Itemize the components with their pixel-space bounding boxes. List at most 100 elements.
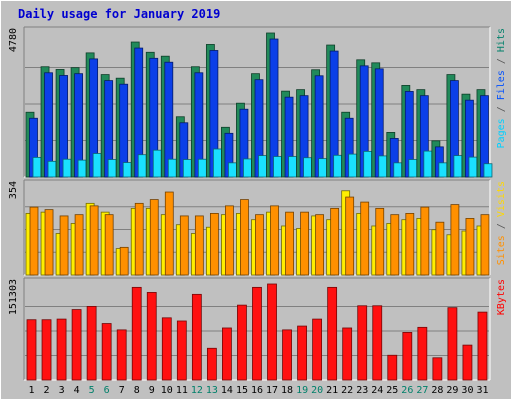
x-tick-label-day-5: 5 (89, 385, 95, 396)
bar-sites-day-6 (104, 214, 114, 276)
bar-kbytes-day-29 (447, 307, 458, 381)
bar-kbytes-day-22 (342, 327, 353, 381)
bar-kbytes-day-27 (417, 326, 428, 381)
bar-sites-day-13 (209, 213, 219, 276)
bar-sites-day-26 (405, 213, 415, 276)
bar-kbytes-day-15 (237, 304, 247, 381)
x-tick-label-day-14: 14 (221, 385, 233, 396)
bar-kbytes-day-13 (206, 347, 217, 381)
bar-kbytes-day-17 (267, 283, 277, 381)
x-tick-label-day-24: 24 (371, 385, 383, 396)
bar-sites-day-30 (465, 218, 475, 276)
x-tick-label-day-20: 20 (311, 385, 323, 396)
x-tick-label-day-10: 10 (161, 385, 173, 396)
page-title: Daily usage for January 2019 (18, 7, 221, 21)
bar-sites-day-24 (375, 207, 385, 276)
bar-kbytes-day-18 (282, 329, 292, 381)
bar-kbytes-day-19 (297, 325, 307, 381)
bar-kbytes-day-28 (432, 357, 443, 381)
legend-entry: / (496, 52, 507, 70)
bar-pages-day-3 (62, 158, 72, 178)
bar-pages-day-1 (32, 157, 42, 178)
bar-kbytes-day-2 (41, 319, 52, 381)
bar-pages-day-2 (47, 160, 57, 178)
bar-sites-day-17 (270, 205, 279, 276)
bar-pages-day-12 (197, 158, 207, 178)
bar-pages-day-29 (453, 155, 463, 178)
series-legend: Pages / Files / Hits (496, 28, 507, 148)
bar-sites-day-7 (119, 246, 129, 276)
x-tick-label-day-16: 16 (251, 385, 263, 396)
legend-entry: Visits (496, 181, 507, 217)
bar-sites-day-25 (390, 214, 400, 276)
bar-sites-day-31 (480, 214, 490, 276)
x-tick-label-day-9: 9 (149, 385, 155, 396)
bar-sites-day-9 (149, 199, 159, 276)
bar-pages-day-28 (438, 162, 448, 178)
bar-pages-day-15 (243, 158, 252, 178)
x-tick-label-day-11: 11 (176, 385, 188, 396)
x-tick-label-day-21: 21 (326, 385, 338, 396)
panel-1: 4780 Pages / Files / Hits (8, 26, 507, 178)
x-tick-label-day-28: 28 (431, 385, 443, 396)
series-legend: Sites / Visits (496, 181, 507, 265)
bar-sites-day-10 (164, 191, 174, 276)
x-tick-label-day-18: 18 (281, 385, 293, 396)
bar-kbytes-day-31 (477, 311, 488, 381)
bar-sites-day-21 (330, 207, 340, 276)
bar-sites-day-4 (74, 214, 84, 276)
bar-kbytes-day-14 (222, 327, 232, 381)
bar-sites-day-8 (134, 202, 144, 276)
bar-pages-day-17 (273, 156, 282, 178)
bar-sites-day-18 (285, 211, 294, 276)
bar-sites-day-5 (89, 205, 99, 276)
bar-pages-day-18 (288, 156, 297, 178)
bar-pages-day-30 (468, 156, 478, 178)
bar-pages-day-26 (408, 159, 418, 178)
bar-pages-day-31 (483, 163, 493, 178)
legend-entry: Files (496, 70, 507, 100)
x-tick-label-day-4: 4 (74, 385, 80, 396)
bar-kbytes-day-24 (372, 305, 383, 381)
bar-sites-day-14 (225, 205, 234, 276)
x-tick-label-day-31: 31 (476, 385, 488, 396)
bar-pages-day-8 (137, 154, 147, 178)
legend-entry: Sites (496, 235, 507, 265)
bar-kbytes-day-26 (402, 332, 413, 381)
bar-sites-day-29 (450, 204, 460, 276)
bar-pages-day-27 (423, 150, 433, 178)
bar-kbytes-day-8 (131, 286, 142, 381)
x-tick-label-day-17: 17 (266, 385, 278, 396)
x-tick-label-day-19: 19 (296, 385, 308, 396)
panel-3: 151303 KBytes (8, 277, 507, 381)
legend-entry: / (496, 217, 507, 235)
x-tick-label-day-8: 8 (134, 385, 140, 396)
bar-kbytes-day-30 (462, 344, 473, 381)
bar-pages-day-25 (393, 162, 403, 178)
bar-pages-day-21 (333, 154, 343, 178)
legend-entry: Hits (496, 28, 507, 52)
bar-sites-day-23 (360, 201, 370, 276)
bar-kbytes-day-23 (357, 305, 368, 381)
bar-pages-day-23 (363, 150, 373, 178)
x-tick-label-day-2: 2 (44, 385, 50, 396)
x-tick-label-day-23: 23 (356, 385, 368, 396)
bar-sites-day-1 (29, 206, 39, 276)
bar-sites-day-3 (59, 215, 69, 276)
bar-pages-day-7 (122, 162, 132, 178)
bar-kbytes-day-12 (191, 293, 202, 381)
bar-pages-day-22 (348, 153, 358, 178)
legend-entry: KBytes (496, 279, 507, 315)
bar-kbytes-day-3 (56, 318, 67, 381)
bar-pages-day-20 (318, 158, 328, 178)
bar-sites-day-22 (345, 196, 355, 276)
series-legend: KBytes (496, 279, 507, 315)
bar-kbytes-day-9 (146, 292, 157, 381)
bar-sites-day-28 (435, 221, 445, 276)
bar-kbytes-day-11 (176, 320, 187, 381)
bar-kbytes-day-21 (327, 286, 338, 381)
bar-pages-day-19 (303, 157, 312, 178)
bar-pages-day-11 (182, 159, 192, 178)
